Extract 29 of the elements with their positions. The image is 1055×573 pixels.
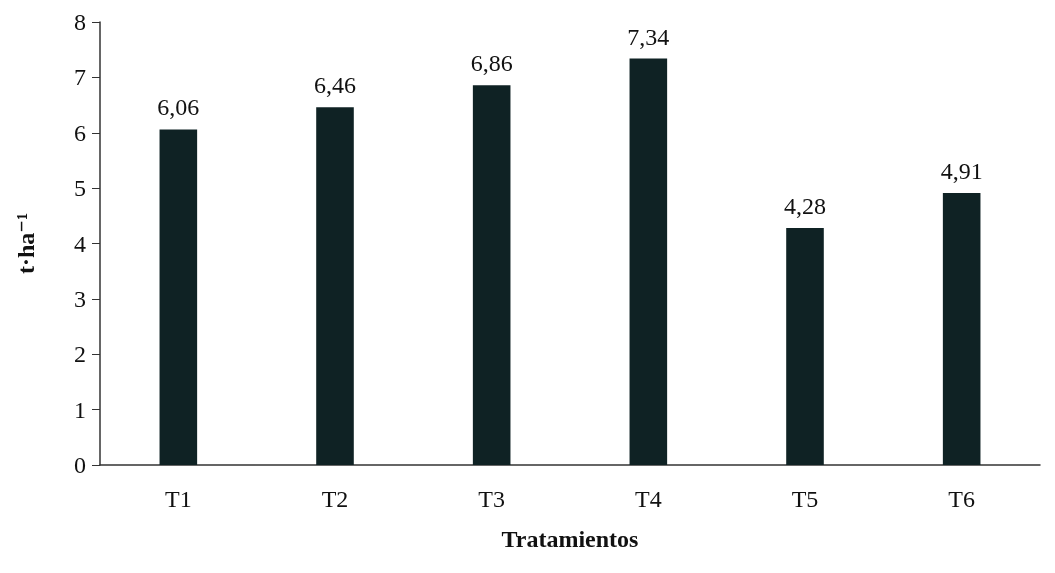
- bar: [316, 107, 354, 465]
- y-tick-label: 8: [74, 9, 86, 35]
- y-tick-label: 4: [74, 230, 86, 257]
- bar: [159, 129, 198, 465]
- data-label: 4,28: [784, 192, 826, 219]
- data-label: 6,06: [157, 94, 200, 121]
- y-tick-label: 6: [74, 119, 86, 146]
- x-tick-label: T5: [791, 486, 819, 512]
- x-axis-title: Tratamientos: [501, 526, 639, 552]
- y-tick-label: 2: [74, 341, 86, 368]
- y-tick-label: 5: [74, 175, 86, 202]
- x-tick-label: T4: [635, 486, 662, 512]
- y-tick-label: 3: [74, 285, 86, 312]
- y-tick-label: 1: [74, 396, 86, 423]
- data-label: 6,46: [314, 72, 356, 99]
- x-tick-label: T2: [321, 486, 349, 512]
- x-tick-label: T6: [948, 486, 975, 512]
- data-label: 6,86: [470, 50, 513, 77]
- y-tick-label: 7: [74, 64, 86, 91]
- bar: [472, 85, 511, 465]
- data-label: 7,34: [627, 23, 670, 50]
- x-tick-label: T1: [165, 486, 192, 512]
- bar: [786, 228, 824, 465]
- y-axis-title: t·ha⁻¹: [13, 212, 39, 275]
- x-tick-label: T3: [478, 486, 505, 512]
- bar: [629, 58, 668, 465]
- y-tick-label: 0: [74, 452, 86, 478]
- bar: [942, 193, 981, 465]
- data-label: 4,91: [940, 158, 983, 185]
